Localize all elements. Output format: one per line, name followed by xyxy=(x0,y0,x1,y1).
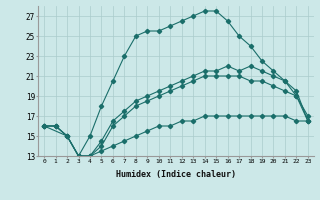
X-axis label: Humidex (Indice chaleur): Humidex (Indice chaleur) xyxy=(116,170,236,179)
